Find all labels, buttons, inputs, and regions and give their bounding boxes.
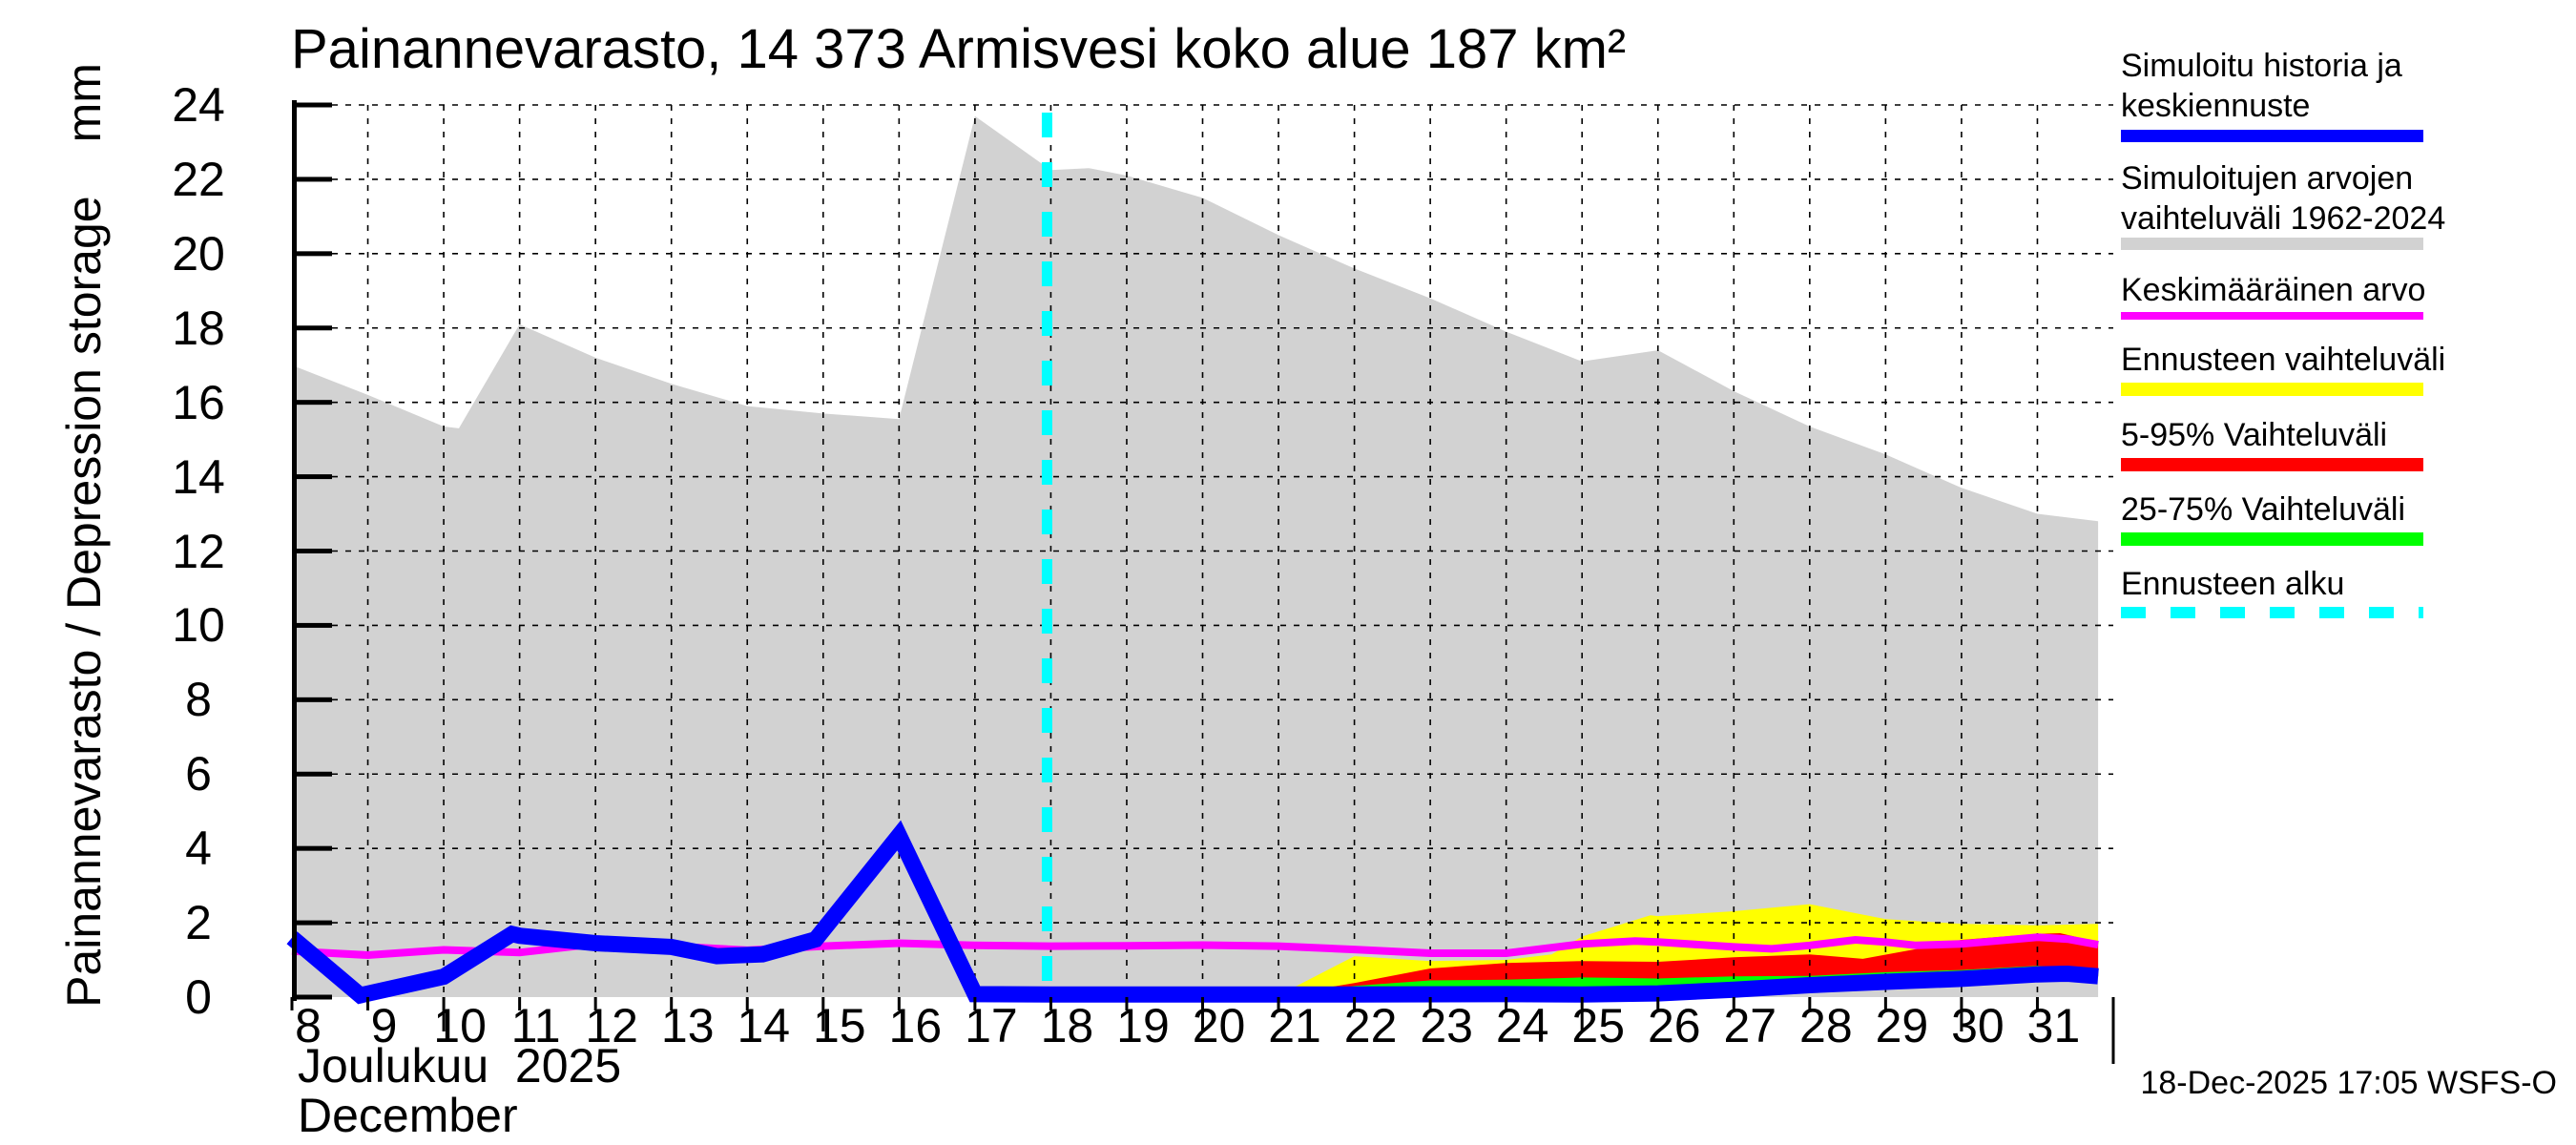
y-tick (292, 251, 332, 257)
x-tick-label: 30 (1951, 999, 2005, 1052)
legend-swatch-sim-history-mean-forecast (2121, 129, 2423, 142)
y-tick-label: 6 (185, 747, 212, 802)
y-tick (292, 622, 332, 628)
legend-swatch-range-25-75 (2121, 532, 2423, 546)
x-tick-label: 29 (1875, 999, 1929, 1052)
x-tick (1808, 997, 1812, 1010)
y-tick-label: 16 (172, 375, 225, 429)
y-tick (292, 697, 332, 702)
x-tick (670, 997, 674, 1010)
y-tick-label: 24 (172, 78, 225, 132)
x-tick (821, 997, 825, 1031)
chart-title: Painannevarasto, 14 373 Armisvesi koko a… (291, 18, 1627, 80)
x-tick-label: 28 (1799, 999, 1853, 1052)
x-axis-end-tick (2111, 997, 2115, 1064)
x-axis-month-fi: Joulukuu 2025 (298, 1039, 622, 1093)
x-tick-label: 10 (433, 999, 487, 1052)
x-tick-label: 13 (660, 999, 715, 1052)
x-tick (290, 997, 294, 1010)
y-tick-label: 14 (172, 449, 225, 504)
x-tick-label: 18 (1040, 999, 1094, 1052)
x-axis-month-en: December (298, 1089, 518, 1142)
legend-label-range-25-75: 25-75% Vaihteluväli (2121, 491, 2405, 528)
legend-swatch-forecast-start (2121, 607, 2423, 618)
y-tick (292, 920, 332, 926)
legend-label-sim-history-mean-forecast: Simuloitu historia ja keskiennuste (2121, 48, 2402, 124)
x-tick (1505, 997, 1508, 1010)
legend-swatch-sim-range-1962-2024 (2121, 237, 2423, 250)
x-tick (1580, 997, 1584, 1031)
x-tick-label: 15 (812, 999, 866, 1052)
x-tick-label: 27 (1723, 999, 1777, 1052)
y-tick (292, 474, 332, 480)
legend-label-long-term-mean: Keskimääräinen arvo (2121, 272, 2426, 308)
x-tick (973, 997, 977, 1010)
y-tick-label: 20 (172, 226, 225, 281)
x-tick (366, 997, 370, 1010)
x-tick (1428, 997, 1432, 1010)
simulated-mean-line (286, 820, 2099, 1005)
y-tick-label: 8 (185, 673, 212, 727)
legend-label-sim-range-1962-2024: Simuloitujen arvojen vaihteluväli 1962-20… (2121, 160, 2446, 237)
timestamp: 18-Dec-2025 17:05 WSFS-O (2140, 1065, 2557, 1101)
x-tick (1277, 997, 1280, 1010)
x-tick-label: 22 (1343, 999, 1398, 1052)
x-tick (745, 997, 749, 1010)
y-tick-label: 12 (172, 524, 225, 578)
x-tick-label: 19 (1116, 999, 1170, 1052)
x-tick (2035, 997, 2039, 1010)
legend-swatch-range-5-95 (2121, 458, 2423, 471)
y-tick-label: 2 (185, 896, 212, 950)
y-tick-label: 18 (172, 301, 225, 355)
legend-label-forecast-range: Ennusteen vaihteluväli (2121, 342, 2446, 378)
x-tick (593, 997, 597, 1010)
y-tick-label: 10 (172, 598, 225, 653)
legend-label-range-5-95: 5-95% Vaihteluväli (2121, 417, 2388, 453)
legend-swatch-forecast-range (2121, 383, 2423, 396)
x-tick-label: 21 (1268, 999, 1321, 1052)
x-tick (897, 997, 901, 1010)
x-tick (1353, 997, 1357, 1010)
x-tick (1125, 997, 1129, 1010)
x-tick-label: 31 (2026, 999, 2081, 1052)
y-tick (292, 845, 332, 851)
y-tick (292, 771, 332, 777)
x-tick (1883, 997, 1887, 1010)
y-tick (292, 994, 332, 1000)
y-tick-label: 0 (185, 970, 212, 1024)
y-tick (292, 400, 332, 406)
x-tick-label: 17 (965, 999, 1018, 1052)
x-tick-label: 25 (1571, 999, 1626, 1052)
x-tick (1201, 997, 1204, 1031)
y-tick (292, 102, 332, 108)
y-tick-label: 4 (185, 822, 212, 876)
x-tick-label: 16 (888, 999, 943, 1052)
legend-swatch-long-term-mean (2121, 312, 2423, 320)
x-tick (1049, 997, 1052, 1010)
x-tick-label: 26 (1647, 999, 1701, 1052)
x-tick (1960, 997, 1963, 1031)
historical-range-area (292, 115, 2099, 997)
x-tick-label: 24 (1495, 999, 1549, 1052)
y-tick-label: 22 (172, 152, 225, 206)
x-tick-label: 8 (295, 999, 322, 1052)
x-tick-label: 9 (370, 999, 398, 1052)
y-tick (292, 177, 332, 182)
x-tick-label: 20 (1192, 999, 1246, 1052)
x-tick-label: 14 (737, 999, 791, 1052)
x-tick-label: 23 (1420, 999, 1473, 1052)
x-tick (518, 997, 522, 1010)
x-tick (1656, 997, 1660, 1010)
legend-label-forecast-start: Ennusteen alku (2121, 566, 2345, 602)
y-tick (292, 325, 332, 331)
x-tick-label: 12 (585, 999, 638, 1052)
y-tick (292, 549, 332, 553)
x-tick (1732, 997, 1735, 1010)
x-tick (442, 997, 446, 1031)
x-tick-label: 11 (510, 999, 561, 1052)
